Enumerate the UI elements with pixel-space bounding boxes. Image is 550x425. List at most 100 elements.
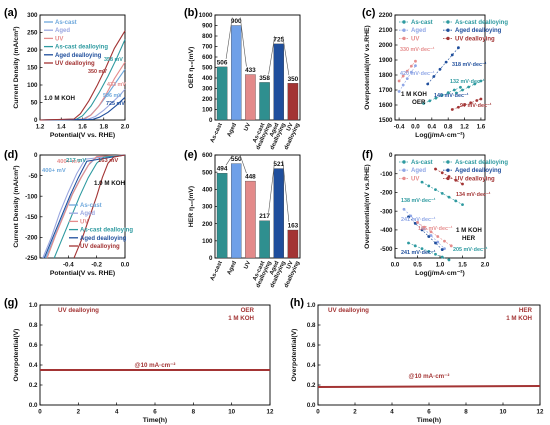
legend-label: UV	[55, 36, 63, 42]
x-axis-label: Time(h)	[143, 417, 167, 424]
chart-panel-b: 0 100 200 300 400 500 600 700 800 900 1000 OER η₁₀(…	[188, 12, 301, 151]
y-axis-label: Current Density (mA/cm²)	[13, 165, 20, 247]
category-label: UV	[243, 260, 252, 270]
bar	[273, 43, 284, 121]
y-tick-label: 1500	[379, 117, 393, 124]
plot-frame	[394, 14, 486, 121]
y-tick-label: -100	[25, 193, 38, 200]
data-point	[414, 64, 417, 68]
x-tick-label: 2.0	[121, 124, 130, 131]
data-point	[463, 103, 466, 107]
data-point	[420, 180, 424, 184]
x-tick-label: 0.4	[428, 124, 437, 131]
y-tick-label: -50	[29, 173, 39, 180]
plot-frame	[39, 154, 126, 259]
data-point	[440, 248, 444, 251]
y-tick-label: 0.2	[307, 382, 316, 389]
x-tick-label: 0	[316, 409, 320, 416]
legend-label: Aged dealloying	[455, 168, 502, 174]
x-tick-label: 8	[192, 409, 196, 416]
annotation: 350 mV	[88, 69, 107, 75]
y-tick-label: 2100	[379, 27, 393, 34]
series-line	[46, 154, 126, 259]
bar-value-label: 448	[245, 174, 256, 181]
y-axis-label: OER η₁₀(mV)	[188, 47, 195, 89]
x-tick-label: 0.0	[391, 262, 400, 269]
legend-label: UV dealloying	[55, 61, 95, 67]
annotation: 97 mV·dec⁻¹	[460, 103, 492, 109]
annotation: 217 mV	[66, 158, 86, 164]
legend-label: UV dealloying	[455, 176, 495, 182]
plot-frame	[214, 14, 301, 121]
legend-swatch-marker	[402, 168, 406, 172]
data-point	[444, 60, 448, 64]
legend-swatch-marker	[402, 36, 406, 41]
x-axis-label: Log(j/mA·cm⁻²)	[415, 132, 465, 139]
x-tick-label: 1.6	[78, 124, 87, 131]
fit-line	[427, 47, 459, 85]
x-tick-label: 1.6	[477, 124, 486, 131]
legend-label: As-cast dealloying	[455, 20, 508, 26]
annotation: 134 mV·dec⁻¹	[456, 192, 491, 198]
x-tick-label: 0.0	[411, 124, 420, 131]
x-tick-label: -0.4	[394, 124, 405, 131]
annotation: 205 mV·dec⁻¹	[453, 247, 488, 253]
data-point	[397, 79, 401, 83]
data-point	[446, 91, 450, 95]
y-tick-label: 0	[34, 152, 38, 159]
legend-label: Aged	[411, 168, 426, 174]
series-line	[43, 154, 126, 259]
bar	[287, 83, 299, 121]
legend-swatch-marker	[402, 176, 406, 181]
bar-value-label: 350	[288, 76, 299, 83]
x-tick-label: 6	[427, 409, 431, 416]
legend-label: As-cast	[411, 20, 433, 26]
legend-label: UV	[80, 219, 88, 225]
legend-label: As-cast dealloying	[80, 228, 133, 234]
trend-arrow	[282, 35, 290, 76]
x-axis-label: Time(h)	[417, 417, 441, 424]
y-tick-label: 1900	[379, 57, 393, 64]
legend-swatch-marker	[446, 36, 450, 41]
legend-label: UV dealloying	[80, 244, 120, 250]
data-point	[469, 101, 473, 105]
bar	[216, 173, 228, 259]
y-tick-label: 700	[202, 44, 213, 51]
y-tick-label: 150	[27, 65, 38, 72]
chart-panel-d: -0.4 -0.2 0.0 -250 -200 -150 -100 -50 0 Potential…	[13, 152, 133, 277]
data-point	[447, 195, 451, 199]
x-tick-label: -0.4	[63, 262, 74, 269]
x-tick-label: 2	[77, 409, 81, 416]
legend-label: As-cast dealloying	[455, 160, 508, 166]
x-tick-label: 1.2	[36, 124, 45, 131]
legend-swatch-marker	[446, 168, 450, 172]
bar	[259, 220, 270, 259]
inset-text: HER	[462, 235, 476, 242]
x-tick-label: 1.5	[458, 262, 467, 269]
y-tick-label: 200	[27, 47, 38, 54]
data-point	[467, 85, 471, 89]
x-axis-label: Potential(V vs. RHE)	[50, 270, 115, 277]
category-label: Aged	[226, 260, 238, 276]
data-point	[443, 239, 446, 243]
annotation: 506 mV	[103, 93, 122, 99]
trend-arrow	[225, 17, 233, 59]
legend-label: Aged	[55, 28, 70, 34]
series-line	[39, 30, 126, 121]
chart-panel-a: 1.2 1.4 1.6 1.8 2.0 0 50 100 150 200 250 300 Potenti…	[13, 12, 130, 139]
data-point	[457, 46, 460, 50]
bar	[287, 229, 299, 259]
panel-letter: (b)	[184, 7, 198, 19]
data-point	[416, 221, 419, 224]
data-point	[414, 59, 417, 63]
inset-text: OER	[412, 99, 426, 106]
y-tick-label: 600	[202, 54, 213, 61]
x-tick-label: 8	[464, 409, 468, 416]
bar	[245, 74, 256, 121]
legend-label: Aged	[411, 28, 426, 34]
bar-value-label: 163	[288, 223, 299, 230]
annotation: 138 mV·dec⁻¹	[401, 198, 436, 204]
annotation: 318 mV·dec⁻¹	[452, 62, 487, 68]
trend-arrow	[239, 155, 247, 174]
bar-value-label: 900	[231, 18, 242, 25]
